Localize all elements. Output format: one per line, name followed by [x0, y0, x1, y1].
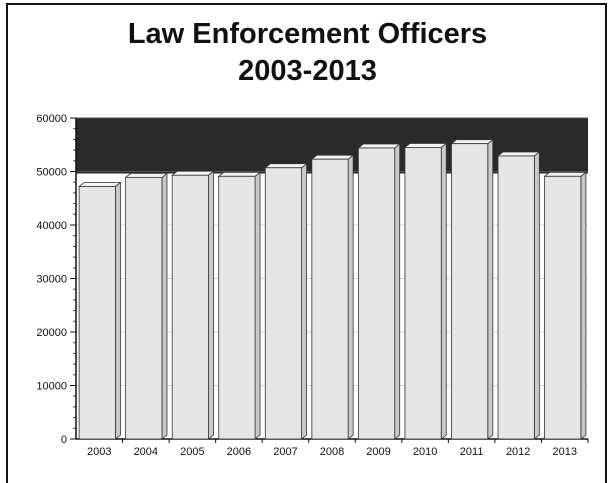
bar-side: [254, 171, 261, 440]
x-tick-label: 2006: [227, 446, 251, 458]
bar-side: [440, 142, 447, 440]
bar: [171, 170, 215, 440]
y-tick-label: 30000: [36, 274, 67, 286]
bar-top: [217, 171, 262, 177]
bar: [217, 171, 262, 440]
bar: [264, 162, 308, 440]
bar: [496, 151, 541, 440]
bar-front: [264, 167, 303, 440]
x-tick-label: 2003: [87, 446, 111, 458]
bar-top: [543, 171, 588, 177]
bar-top: [124, 172, 169, 178]
x-tick-label: 2010: [413, 446, 437, 458]
bar-front: [497, 155, 535, 440]
y-tick-label: 10000: [36, 381, 67, 393]
y-tick-label: 50000: [36, 167, 67, 179]
bar-front: [218, 175, 256, 440]
bar-side: [533, 151, 540, 440]
bar-top: [403, 143, 448, 148]
bar-front: [404, 147, 442, 440]
bar-front: [357, 147, 396, 440]
bar-top: [310, 154, 355, 160]
bar-top: [264, 163, 308, 169]
bar-top: [450, 139, 494, 145]
bar-top: [77, 182, 122, 187]
bar-front: [78, 186, 116, 440]
chart-frame: [6, 3, 607, 483]
bar-front: [451, 143, 489, 440]
bar-side: [347, 154, 354, 440]
x-tick-label: 2004: [134, 446, 158, 458]
x-tick-label: 2011: [460, 446, 484, 458]
bar: [403, 142, 448, 440]
x-tick-label: 2012: [506, 446, 530, 458]
x-tick-label: 2013: [552, 446, 576, 458]
bar-side: [208, 170, 214, 440]
y-tick-labels: 0 10000 20000 30000 40000 50000 60000: [36, 113, 67, 446]
bar: [450, 138, 494, 440]
x-tick-labels: 2003 2004 2005 2006 2007 2008 2009 2010 2011 2012…: [87, 446, 577, 458]
bar: [77, 181, 122, 440]
bar-side: [161, 172, 168, 440]
bars: [77, 138, 588, 440]
y-tick-label: 0: [61, 434, 67, 446]
bar: [357, 143, 401, 440]
chart-subtitle: 2003-2013: [238, 55, 377, 87]
bar: [124, 172, 169, 440]
x-tick-label: 2009: [366, 446, 390, 458]
bar-top: [496, 151, 541, 157]
bar-side: [580, 171, 587, 440]
bar-front: [311, 158, 349, 440]
bar-side: [301, 162, 308, 440]
x-tick-label: 2007: [273, 446, 297, 458]
bar: [310, 154, 355, 440]
bar-top: [171, 170, 215, 176]
x-tick-label: 2005: [180, 446, 204, 458]
chart-title: Law Enforcement Officers: [127, 18, 488, 50]
bar-front: [125, 176, 163, 440]
bar-front: [544, 175, 582, 440]
x-tick-label: 2008: [320, 446, 344, 458]
bar-side: [115, 181, 121, 440]
bar-side: [487, 138, 494, 440]
bar: [543, 171, 588, 440]
bar-side: [394, 143, 401, 440]
y-tick-label: 60000: [36, 113, 67, 125]
bar-front: [171, 174, 209, 440]
y-tick-label: 40000: [36, 220, 67, 232]
bar-top: [357, 143, 401, 149]
y-tick-label: 20000: [36, 327, 67, 339]
